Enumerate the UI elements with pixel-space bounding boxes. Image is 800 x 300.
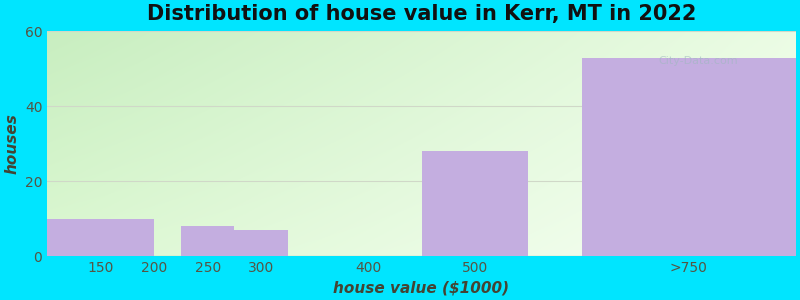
Text: City-Data.com: City-Data.com bbox=[658, 56, 738, 65]
Title: Distribution of house value in Kerr, MT in 2022: Distribution of house value in Kerr, MT … bbox=[147, 4, 696, 24]
Y-axis label: houses: houses bbox=[4, 113, 19, 174]
Bar bbox=[234, 230, 288, 256]
Bar bbox=[422, 152, 529, 256]
Bar bbox=[582, 58, 796, 256]
Bar bbox=[181, 226, 234, 256]
Bar bbox=[47, 219, 154, 256]
X-axis label: house value ($1000): house value ($1000) bbox=[334, 281, 510, 296]
